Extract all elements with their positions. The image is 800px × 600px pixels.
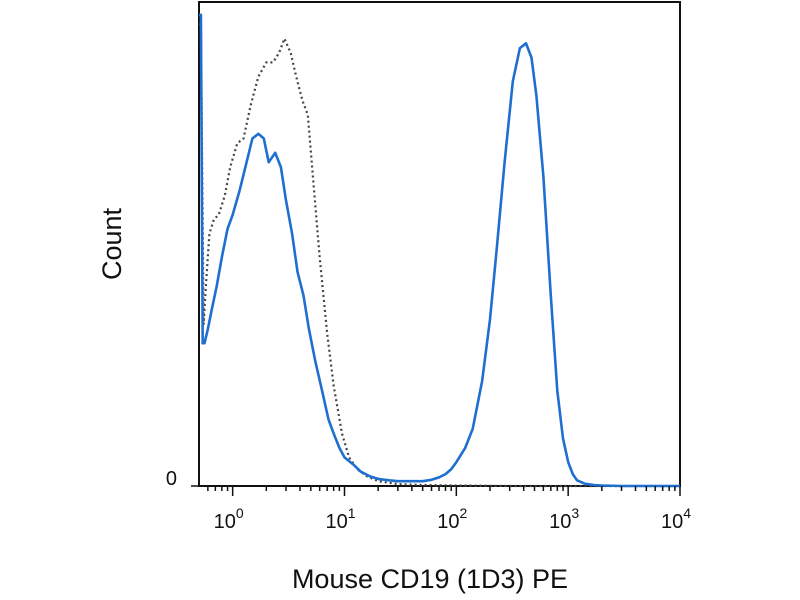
x-tick-base: 10 bbox=[661, 511, 683, 533]
x-tick-label: 103 bbox=[549, 505, 579, 533]
x-tick-exponent: 3 bbox=[571, 505, 579, 521]
x-tick-base: 10 bbox=[214, 511, 236, 533]
x-tick-base: 10 bbox=[325, 511, 347, 533]
x-tick-label: 100 bbox=[214, 505, 244, 533]
y-axis-ticks: 0 bbox=[166, 468, 199, 490]
x-tick-base: 10 bbox=[437, 511, 459, 533]
series-layer bbox=[199, 13, 680, 488]
stained-sample-curve bbox=[199, 13, 680, 488]
plot-frame bbox=[198, 1, 681, 487]
x-tick-exponent: 4 bbox=[683, 505, 691, 521]
x-axis-ticks: 100 101 102 103 104 bbox=[207, 486, 691, 533]
x-axis-title: Mouse CD19 (1D3) PE bbox=[292, 564, 568, 594]
x-tick-exponent: 0 bbox=[236, 505, 244, 521]
x-tick-exponent: 1 bbox=[348, 505, 356, 521]
x-tick-label: 104 bbox=[661, 505, 691, 533]
x-tick-base: 10 bbox=[549, 511, 571, 533]
y-tick-label: 0 bbox=[166, 468, 177, 490]
x-tick-label: 101 bbox=[325, 505, 355, 533]
x-tick-label: 102 bbox=[437, 505, 467, 533]
x-tick-exponent: 2 bbox=[460, 505, 468, 521]
y-axis-title: Count bbox=[97, 207, 127, 280]
isotype-control-curve bbox=[199, 23, 680, 488]
